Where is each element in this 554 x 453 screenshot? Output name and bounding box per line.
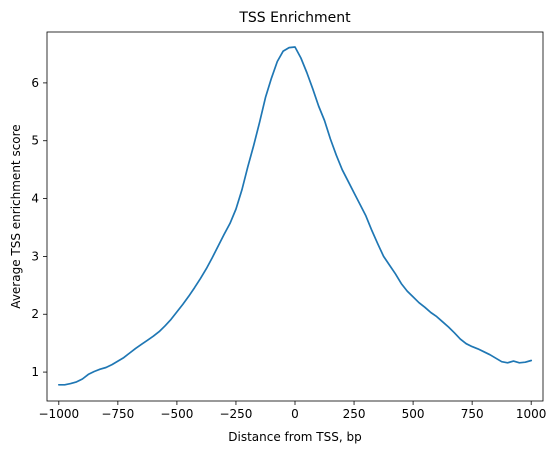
x-tick-label: −750: [101, 407, 134, 421]
y-axis-ticks: 1 2 3 4 5 6: [31, 76, 47, 379]
y-tick-label: 2: [31, 307, 39, 321]
y-tick-label: 1: [31, 365, 39, 379]
x-tick-label: 250: [343, 407, 366, 421]
x-tick-label: 750: [461, 407, 484, 421]
series-line: [57, 46, 533, 386]
y-axis-label: Average TSS enrichment score: [9, 124, 23, 308]
x-axis-ticks: −1000 −750 −500 −250 0 250 500 750 1000: [39, 401, 547, 421]
plot-frame: [46, 31, 544, 402]
y-tick-label: 4: [31, 192, 39, 206]
y-tick-label: 5: [31, 134, 39, 148]
x-axis-label: Distance from TSS, bp: [228, 430, 361, 444]
y-tick-label: 3: [31, 249, 39, 263]
x-tick-label: −500: [160, 407, 193, 421]
x-tick-label: 500: [402, 407, 425, 421]
chart-title: TSS Enrichment: [238, 10, 351, 26]
x-tick-label: 1000: [516, 407, 547, 421]
x-tick-label: −1000: [39, 407, 80, 421]
x-tick-label: 0: [291, 407, 299, 421]
plot-area: [57, 46, 533, 386]
x-tick-label: −250: [219, 407, 252, 421]
y-tick-label: 6: [31, 76, 39, 90]
